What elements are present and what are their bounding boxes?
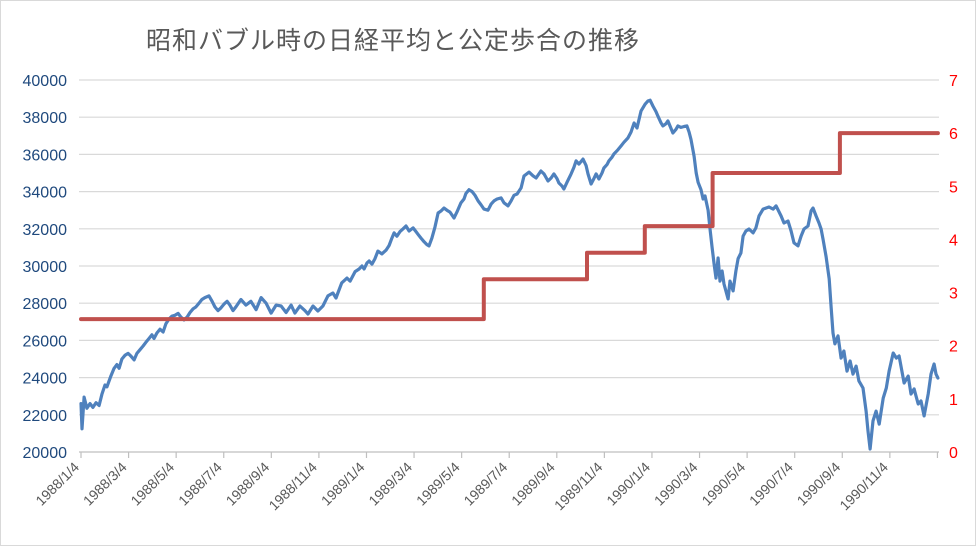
- x-axis-tick-label: 1989/11/4: [551, 459, 606, 514]
- x-axis-tick-label: 1988/3/4: [80, 459, 130, 509]
- y-left-tick-label: 20000: [23, 445, 68, 462]
- y-right-tick-label: 1: [949, 392, 958, 409]
- x-axis-tick-label: 1990/3/4: [651, 459, 701, 509]
- y-right-tick-label: 0: [949, 445, 958, 462]
- x-axis-tick-label: 1988/7/4: [175, 459, 225, 509]
- y-right-tick-label: 6: [949, 126, 958, 143]
- x-axis-tick-label: 1990/1/4: [603, 459, 653, 509]
- y-left-tick-label: 26000: [23, 333, 68, 350]
- y-right-tick-label: 7: [949, 73, 958, 90]
- x-axis-tick-label: 1989/1/4: [318, 459, 368, 509]
- chart-title: 昭和バブル時の日経平均と公定歩合の推移: [146, 27, 641, 55]
- y-left-tick-label: 32000: [23, 222, 68, 239]
- y-right-tick-label: 4: [949, 232, 958, 249]
- series-line-nikkei: [79, 98, 940, 451]
- y-right-tick-label: 5: [949, 179, 958, 196]
- y-left-tick-label: 36000: [23, 147, 68, 164]
- x-axis-tick-label: 1990/7/4: [746, 459, 796, 509]
- y-left-tick-label: 38000: [23, 110, 68, 127]
- y-left-tick-label: 28000: [23, 296, 68, 313]
- y-left-tick-label: 40000: [23, 73, 68, 90]
- x-axis-tick-label: 1990/11/4: [836, 459, 891, 514]
- x-axis-tick-label: 1988/11/4: [265, 459, 320, 514]
- y-right-tick-label: 2: [949, 339, 958, 356]
- y-left-tick-label: 22000: [23, 408, 68, 425]
- x-axis-tick-label: 1990/5/4: [698, 459, 748, 509]
- x-axis-tick-label: 1989/5/4: [413, 459, 463, 509]
- x-axis-tick-label: 1989/3/4: [365, 459, 415, 509]
- x-axis-tick-label: 1989/7/4: [460, 459, 510, 509]
- x-axis-tick-label: 1988/5/4: [127, 459, 177, 509]
- series-line-discount-rate: [79, 131, 940, 322]
- y-left-tick-label: 24000: [23, 371, 68, 388]
- x-axis-tick-label: 1988/1/4: [32, 459, 82, 509]
- y-right-tick-label: 3: [949, 286, 958, 303]
- y-left-tick-label: 34000: [23, 185, 68, 202]
- y-left-tick-label: 30000: [23, 259, 68, 276]
